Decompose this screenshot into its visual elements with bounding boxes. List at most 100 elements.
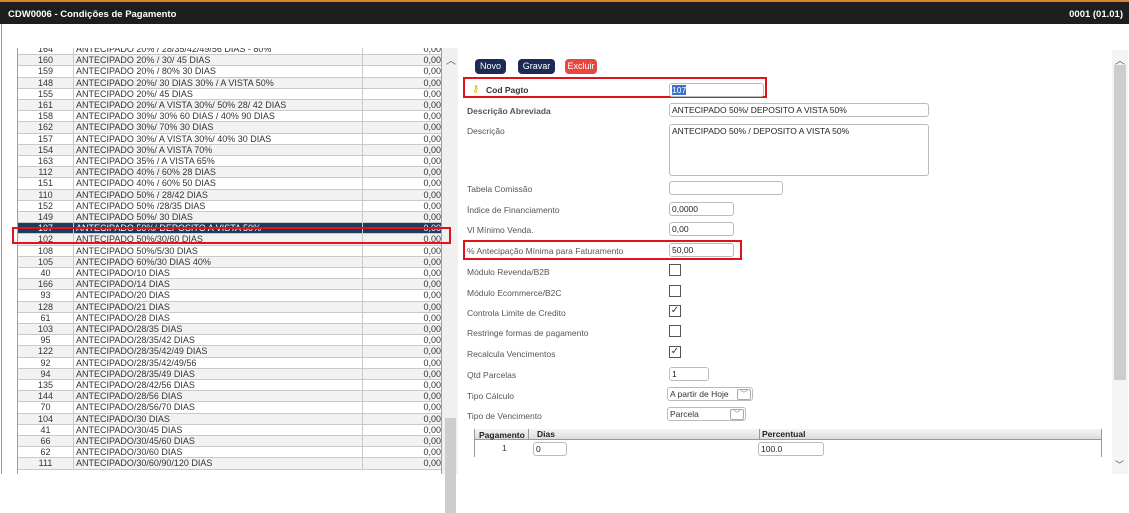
row-value: 0,00 [362,290,441,302]
qtd-parcelas-input[interactable]: 1 [669,367,709,381]
list-row[interactable]: 128 ANTECIPADO/21 DIAS 0,00 [18,301,441,313]
list-row[interactable]: 112 ANTECIPADO 40% / 60% 28 DIAS 0,00 [18,167,441,179]
row-value: 0,00 [362,234,441,246]
row-code: 41 [40,424,51,435]
row-value: 0,00 [362,66,441,78]
list-row[interactable]: 164 ANTECIPADO 20% / 28/35/42/49/56 DIAS … [18,48,441,56]
chevron-down-icon: ﹀ [730,409,744,420]
descricao-textarea[interactable]: ANTECIPADO 50% / DEPOSITO A VISTA 50% [669,124,929,176]
cod-pagto-input[interactable]: 107 [669,83,764,97]
list-row[interactable]: 163 ANTECIPADO 35% / A VISTA 65% 0,00 [18,156,441,168]
list-row[interactable]: 155 ANTECIPADO 20%/ 45 DIAS 0,00 [18,88,441,100]
row-description: ANTECIPADO 50%/5/30 DIAS [73,245,364,257]
list-row[interactable]: 102 ANTECIPADO 50%/30/60 DIAS 0,00 [18,234,441,246]
divider [1,24,2,474]
row-description: ANTECIPADO 40% / 60% 50 DIAS [73,178,364,190]
novo-button[interactable]: Novo [475,59,506,74]
list-row[interactable]: 111 ANTECIPADO/30/60/90/120 DIAS 0,00 [18,458,441,470]
list-row[interactable]: 105 ANTECIPADO 60%/30 DIAS 40% 0,00 [18,256,441,268]
row-value: 0,00 [362,335,441,347]
row-value: 0,00 [362,312,441,324]
row-code: 135 [37,380,54,390]
row-description: ANTECIPADO 40% / 60% 28 DIAS [73,167,364,179]
row-code: 93 [40,290,51,301]
scroll-down-icon[interactable]: ﹀ [1115,460,1125,470]
row-description: ANTECIPADO 20%/ 45 DIAS [73,88,364,100]
list-row[interactable]: 161 ANTECIPADO 20%/ A VISTA 30%/ 50% 28/ … [18,100,441,112]
excluir-button[interactable]: Excluir [565,59,597,74]
controla-limite-checkbox[interactable]: ✓ [669,305,681,317]
list-row[interactable]: 92 ANTECIPADO/28/35/42/49/56 0,00 [18,357,441,369]
list-row[interactable]: 93 ANTECIPADO/20 DIAS 0,00 [18,290,441,302]
row-description: ANTECIPADO/28 DIAS [73,312,364,324]
list-row[interactable]: 104 ANTECIPADO/30 DIAS 0,00 [18,413,441,425]
row-code: 95 [40,335,51,346]
list-row[interactable]: 94 ANTECIPADO/28/35/49 DIAS 0,00 [18,368,441,380]
header-pagamento: Pagamento [479,430,525,440]
list-row[interactable]: 152 ANTECIPADO 50% /28/35 DIAS 0,00 [18,200,441,212]
list-row[interactable]: 41 ANTECIPADO/30/45 DIAS 0,00 [18,424,441,436]
row-value: 0,00 [362,436,441,447]
list-row[interactable]: 135 ANTECIPADO/28/42/56 DIAS 0,00 [18,380,441,392]
row-description: ANTECIPADO/30 DIAS [73,413,364,425]
row-code: 154 [37,144,54,155]
row-value: 0,00 [362,279,441,291]
list-row[interactable]: 70 ANTECIPADO/28/56/70 DIAS 0,00 [18,402,441,414]
row-description: ANTECIPADO/21 DIAS [73,301,364,313]
list-row[interactable]: 95 ANTECIPADO/28/35/42 DIAS 0,00 [18,335,441,347]
list-row[interactable]: 40 ANTECIPADO/10 DIAS 0,00 [18,268,441,280]
row-value: 0,00 [362,324,441,335]
list-row[interactable]: 148 ANTECIPADO 20%/ 30 DIAS 30% / A VISTA… [18,77,441,89]
list-row[interactable]: 149 ANTECIPADO 50%/ 30 DIAS 0,00 [18,212,441,224]
list-row[interactable]: 110 ANTECIPADO 50% / 28/42 DIAS 0,00 [18,189,441,201]
list-row[interactable]: 162 ANTECIPADO 30%/ 70% 30 DIAS 0,00 [18,122,441,134]
tipo-vencimento-select[interactable]: Parcela ﹀ [667,407,746,421]
list-row[interactable]: 62 ANTECIPADO/30/60 DIAS 0,00 [18,447,441,459]
row-value: 0,00 [362,424,441,436]
modulo-ecommerce-checkbox[interactable] [669,285,681,297]
list-row[interactable]: 122 ANTECIPADO/28/35/42/49 DIAS 0,00 [18,346,441,358]
row-code: 166 [37,279,54,290]
list-row[interactable]: 144 ANTECIPADO/28/56 DIAS 0,00 [18,391,441,403]
list-row[interactable]: 154 ANTECIPADO 30%/ A VISTA 70% 0,00 [18,144,441,156]
row-value: 0,00 [362,122,441,134]
list-row[interactable]: 108 ANTECIPADO 50%/5/30 DIAS 0,00 [18,245,441,257]
list-row[interactable]: 157 ANTECIPADO 30%/ A VISTA 30%/ 40% 30 D… [18,133,441,145]
scrollbar-thumb[interactable] [1114,65,1126,380]
scroll-up-icon[interactable]: ︿ [1115,56,1125,67]
dias-input[interactable]: 0 [533,442,567,456]
tabela-comissao-input[interactable] [669,181,783,195]
indice-fin-input[interactable]: 0,0000 [669,202,734,216]
row-value: 0,00 [362,380,441,391]
list-scrollbar[interactable]: ︿ [442,48,458,513]
percentual-input[interactable]: 100.0 [758,442,824,456]
row-code: 94 [40,368,51,379]
row-code: 66 [40,436,51,446]
list-row[interactable]: 66 ANTECIPADO/30/45/60 DIAS 0,00 [18,436,441,448]
vl-minimo-input[interactable]: 0,00 [669,222,734,236]
list-row[interactable]: 159 ANTECIPADO 20% / 80% 30 DIAS 0,00 [18,66,441,78]
desc-abrev-input[interactable]: ANTECIPADO 50%/ DEPOSITO A VISTA 50% [669,103,929,117]
row-code: 160 [37,55,54,66]
version-label: 0001 (01.01) [1069,9,1123,20]
form-scrollbar[interactable]: ︿ ﹀ [1112,50,1128,474]
row-code: 122 [37,346,54,357]
list-row[interactable]: 158 ANTECIPADO 30%/ 30% 60 DIAS / 40% 90 … [18,111,441,123]
recalcula-label: Recalcula Vencimentos [467,349,556,359]
recalcula-checkbox[interactable]: ✓ [669,346,681,358]
key-icon: ⚷ [472,84,480,95]
list-row[interactable]: 166 ANTECIPADO/14 DIAS 0,00 [18,279,441,291]
modulo-revenda-checkbox[interactable] [669,264,681,276]
scrollbar-thumb[interactable] [445,418,456,513]
tipo-calculo-select[interactable]: A partir de Hoje ﹀ [667,387,753,401]
list-row[interactable]: 61 ANTECIPADO/28 DIAS 0,00 [18,312,441,324]
row-code: 144 [37,391,54,402]
gravar-button[interactable]: Gravar [518,59,555,74]
list-row[interactable]: 103 ANTECIPADO/28/35 DIAS 0,00 [18,324,441,336]
restringe-checkbox[interactable] [669,325,681,337]
scroll-up-icon[interactable]: ︿ [446,56,456,67]
list-row[interactable]: 151 ANTECIPADO 40% / 60% 50 DIAS 0,00 [18,178,441,190]
row-description: ANTECIPADO/20 DIAS [73,290,364,302]
list-row[interactable]: 160 ANTECIPADO 20% / 30/ 45 DIAS 0,00 [18,55,441,67]
antecipacao-input[interactable]: 50,00 [669,243,734,257]
